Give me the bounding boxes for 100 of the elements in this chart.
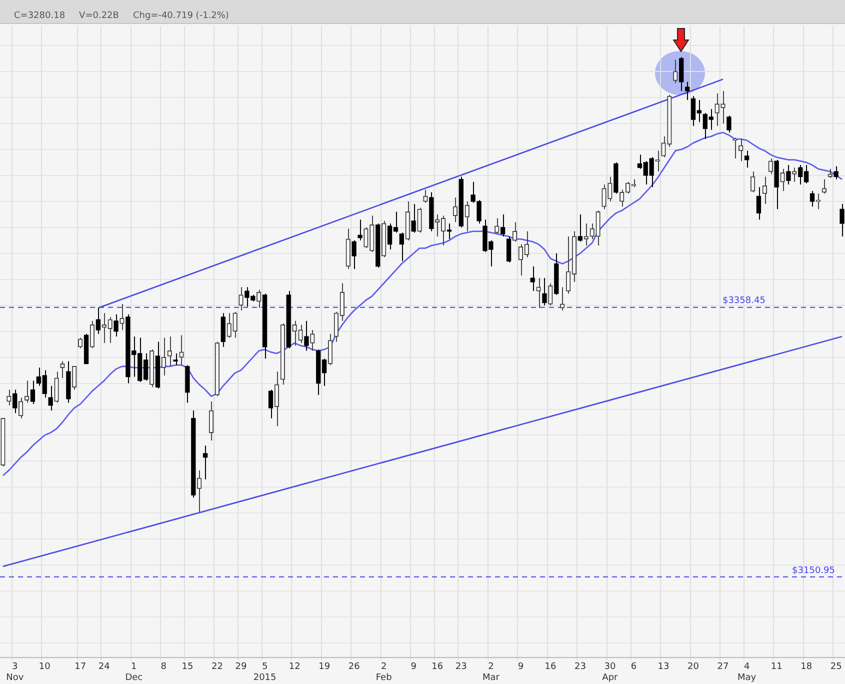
text: Chg=-40.719 (-1.2%): [132, 11, 229, 21]
candlestick: [655, 150, 660, 172]
candlestick: [584, 222, 588, 246]
candlestick: [536, 278, 541, 308]
candlestick: [720, 90, 726, 124]
x-tick-label: 1 Dec: [125, 662, 143, 683]
candlestick: [12, 389, 18, 414]
x-tick-label: 15: [182, 662, 194, 672]
x-tick-label: 29: [235, 662, 248, 672]
x-tick-label: 16: [544, 662, 556, 672]
candlestick: [840, 203, 844, 237]
candlestick: [423, 189, 428, 204]
x-tick-label: 10: [38, 662, 51, 672]
candlestick: [738, 138, 744, 162]
x-tick-label: 25: [830, 662, 842, 672]
candlestick: [310, 330, 315, 352]
candlestick: [608, 176, 612, 202]
candlestick: [714, 93, 720, 127]
candlestick: [578, 214, 583, 242]
candlestick: [6, 389, 12, 406]
candlestick: [780, 168, 785, 192]
x-tick-label: 22: [211, 662, 223, 672]
x-tick-label: 12: [288, 662, 300, 672]
candlestick: [417, 207, 422, 234]
x-tick-label: 26: [348, 662, 360, 672]
candlestick: [446, 222, 452, 240]
candlestick: [197, 470, 202, 512]
candlestick: [60, 360, 65, 379]
candlestick: [238, 286, 244, 312]
candlestick: [352, 240, 356, 270]
candlestick: [364, 226, 368, 249]
candlestick: [762, 176, 767, 204]
candlestick: [226, 312, 232, 338]
candlestick: [494, 218, 500, 234]
candlestick: [792, 167, 797, 182]
x-tick-label: 23: [455, 662, 467, 672]
candlestick: [72, 366, 77, 390]
x-tick-label: 16: [432, 662, 444, 672]
candlestick: [512, 222, 518, 242]
text: V=0.22B: [79, 11, 119, 21]
x-tick-label: 6: [630, 662, 637, 672]
x-tick-label: 17: [74, 662, 86, 672]
candlestick: [96, 307, 101, 334]
candlestick: [726, 115, 732, 134]
candlestick: [173, 352, 178, 366]
candlestick: [810, 190, 815, 208]
x-tick-label: 24: [98, 662, 110, 672]
candlestick: [548, 282, 553, 306]
candlestick: [24, 380, 30, 404]
candlestick: [756, 186, 762, 220]
x-tick-label: 2 Feb: [376, 662, 392, 683]
x-tick-label: 11: [770, 662, 782, 672]
x-tick-label: 3 Nov: [6, 662, 24, 683]
candlestick: [399, 232, 404, 262]
candlestick: [602, 184, 606, 210]
candlestick: [500, 214, 506, 237]
candlestick: [464, 200, 470, 232]
x-tick-label: 2 Mar: [482, 662, 500, 683]
candlestick: [834, 166, 838, 180]
x-tick-label: 8: [160, 662, 167, 672]
candlestick: [560, 286, 565, 312]
candlestick: [750, 171, 756, 193]
x-tick-label: 5 2015: [253, 662, 276, 683]
candlestick: [542, 278, 547, 306]
candlestick: [54, 371, 59, 404]
candlestick: [18, 397, 24, 419]
candlestick: [167, 336, 172, 367]
x-tick-label: 20: [688, 662, 700, 672]
candlestick: [358, 219, 362, 241]
x-tick-label: 9: [410, 662, 417, 672]
candlestick: [90, 320, 95, 349]
candlestick: [161, 337, 166, 376]
x-tick-label: 19: [318, 662, 330, 672]
candlestick: [298, 324, 303, 344]
candlestick: [114, 314, 118, 338]
x-tick-label: 27: [717, 662, 729, 672]
candlestick: [328, 333, 333, 366]
candlestick: [744, 150, 750, 168]
x-tick-label: 9: [518, 662, 524, 672]
candlestick: [684, 81, 690, 101]
candlestick: [673, 59, 678, 84]
candlestick: [48, 385, 53, 412]
candlestick: [30, 380, 36, 405]
candlestick: [256, 289, 262, 308]
candlestick: [822, 178, 827, 194]
candlestick: [411, 203, 416, 234]
ref-line-label: $3150.95: [792, 566, 835, 576]
candlestick: [590, 222, 594, 240]
candlestick: [596, 210, 600, 246]
x-tick-label: 4 May: [738, 662, 757, 683]
x-tick-label: 23: [574, 662, 586, 672]
candlestick: [120, 304, 124, 331]
candlestick: [768, 158, 773, 175]
candlestick: [179, 334, 184, 366]
x-tick-label: 30 Apr: [602, 662, 618, 683]
candlestick: [506, 236, 512, 263]
x-tick-label: 18: [800, 662, 812, 672]
candlestick: [268, 389, 274, 419]
candlestick: [304, 320, 309, 352]
x-tick-label: 13: [658, 662, 670, 672]
